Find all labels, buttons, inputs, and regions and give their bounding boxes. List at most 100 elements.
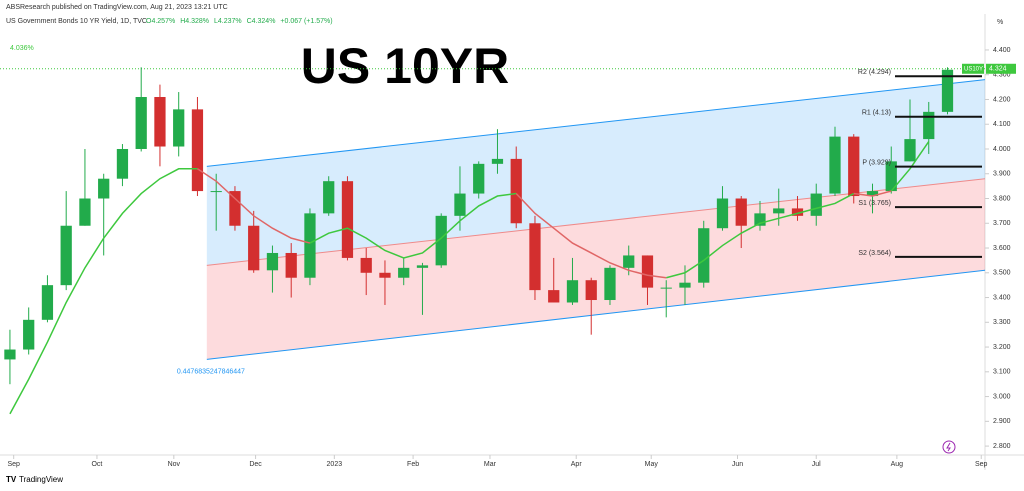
candle-body [135,96,147,149]
candle-body [210,191,222,193]
candle-body [866,191,879,197]
x-tick-label: Mar [484,461,497,468]
x-tick-label: Feb [407,461,419,468]
x-tick-label: Nov [168,461,181,468]
logo-mark: TV [6,475,17,484]
candle-body [304,213,316,278]
candle-body [41,285,54,320]
y-tick-label: 4.100 [993,121,1011,128]
candle-body [641,255,654,288]
channel-lower-band [206,178,985,360]
candle-body [679,282,691,288]
pivot-label: P (3.929) [862,159,891,166]
candle-body [885,161,897,192]
pivot-label: R2 (4.294) [858,69,891,76]
candle-body [116,148,129,179]
x-tick-label: Aug [891,461,904,468]
y-tick-label: 3.000 [993,393,1011,400]
candle-body [604,267,616,301]
ohlc-values: O4.257% H4.328% L4.237% C4.324% +0.067 (+1.5… [146,18,333,25]
candle-body [23,319,35,350]
ohlc-value: H4.328% [180,18,209,25]
x-tick-label: Jul [812,461,821,468]
price-tag-box [986,63,1016,74]
pivot-label: R1 (4.13) [862,110,891,117]
candle-body [454,193,466,216]
candle-body [773,208,785,214]
alert-icon[interactable] [942,440,956,454]
y-tick-label: 3.600 [993,245,1011,252]
y-tick-label: 2.900 [993,418,1011,425]
candle-body [98,178,110,199]
price-tag: 4.324 [989,66,1007,73]
y-tick-label: 3.400 [993,294,1011,301]
candle-body [285,252,297,278]
x-tick-label: Dec [249,461,262,468]
candle-body [248,225,260,271]
y-tick-label: 4.000 [993,146,1011,153]
ohlc-value: L4.237% [214,18,242,25]
y-tick-label: 4.300 [993,72,1011,79]
x-tick-label: Sep [975,461,988,468]
pivot-label: S1 (3.765) [858,200,891,207]
candle-body [191,109,204,192]
symbol-tag: US10Y [964,66,983,72]
channel-line [206,79,986,167]
moving-average [890,141,930,192]
candle-body [341,181,354,258]
channel-label: 0.4476835247846447 [177,368,245,375]
moving-average [309,192,517,259]
channel-line [206,269,986,360]
annotation: 4.036% [10,45,34,52]
moving-average [666,192,855,279]
candle-body [941,69,954,112]
candle-body [529,223,541,291]
publisher: ABSResearch published on TradingView.com… [6,4,228,11]
y-tick-label: 3.500 [993,270,1011,277]
candle-body [716,198,729,229]
x-tick-label: Apr [571,461,583,468]
candle-body [360,257,372,273]
candle-body [923,111,935,140]
channel-upper-band [206,79,985,266]
candle-body [791,208,804,216]
ohlc-value: C4.324% [247,18,276,25]
moving-average [9,168,198,415]
candle-body [60,225,72,286]
y-tick-label: 2.800 [993,443,1011,450]
candle-body [379,272,391,278]
candle-body [735,198,747,226]
candle-body [585,280,597,301]
candle-body [829,136,841,194]
x-tick-label: Sep [7,461,20,468]
moving-average [197,168,311,244]
candle-body [491,158,504,164]
candle-body [904,139,916,162]
candle-body [548,290,560,303]
y-tick-label: 4.400 [993,47,1011,54]
candle-body [566,280,579,303]
x-tick-label: Jun [732,461,743,468]
y-tick-label: 3.100 [993,369,1011,376]
y-tick-label: 4.200 [993,96,1011,103]
x-tick-label: May [645,461,659,468]
ohlc-value: +0.067 (+1.57%) [280,18,332,25]
unit: % [997,19,1003,26]
y-tick-label: 3.200 [993,344,1011,351]
candle-body [473,163,485,194]
y-tick-label: 3.300 [993,319,1011,326]
y-tick-label: 3.800 [993,195,1011,202]
symbol-tag-box [962,63,984,74]
symbol: US Government Bonds 10 YR Yield, 1D, TVC [6,18,147,25]
candle-body [229,191,241,226]
candle-body [810,193,822,216]
candle-body [398,267,410,278]
brand: TradingView [19,475,63,484]
candle-body [848,136,860,197]
x-tick-label: 2023 [327,461,343,468]
candle-body [754,213,766,226]
candle-body [266,252,279,271]
